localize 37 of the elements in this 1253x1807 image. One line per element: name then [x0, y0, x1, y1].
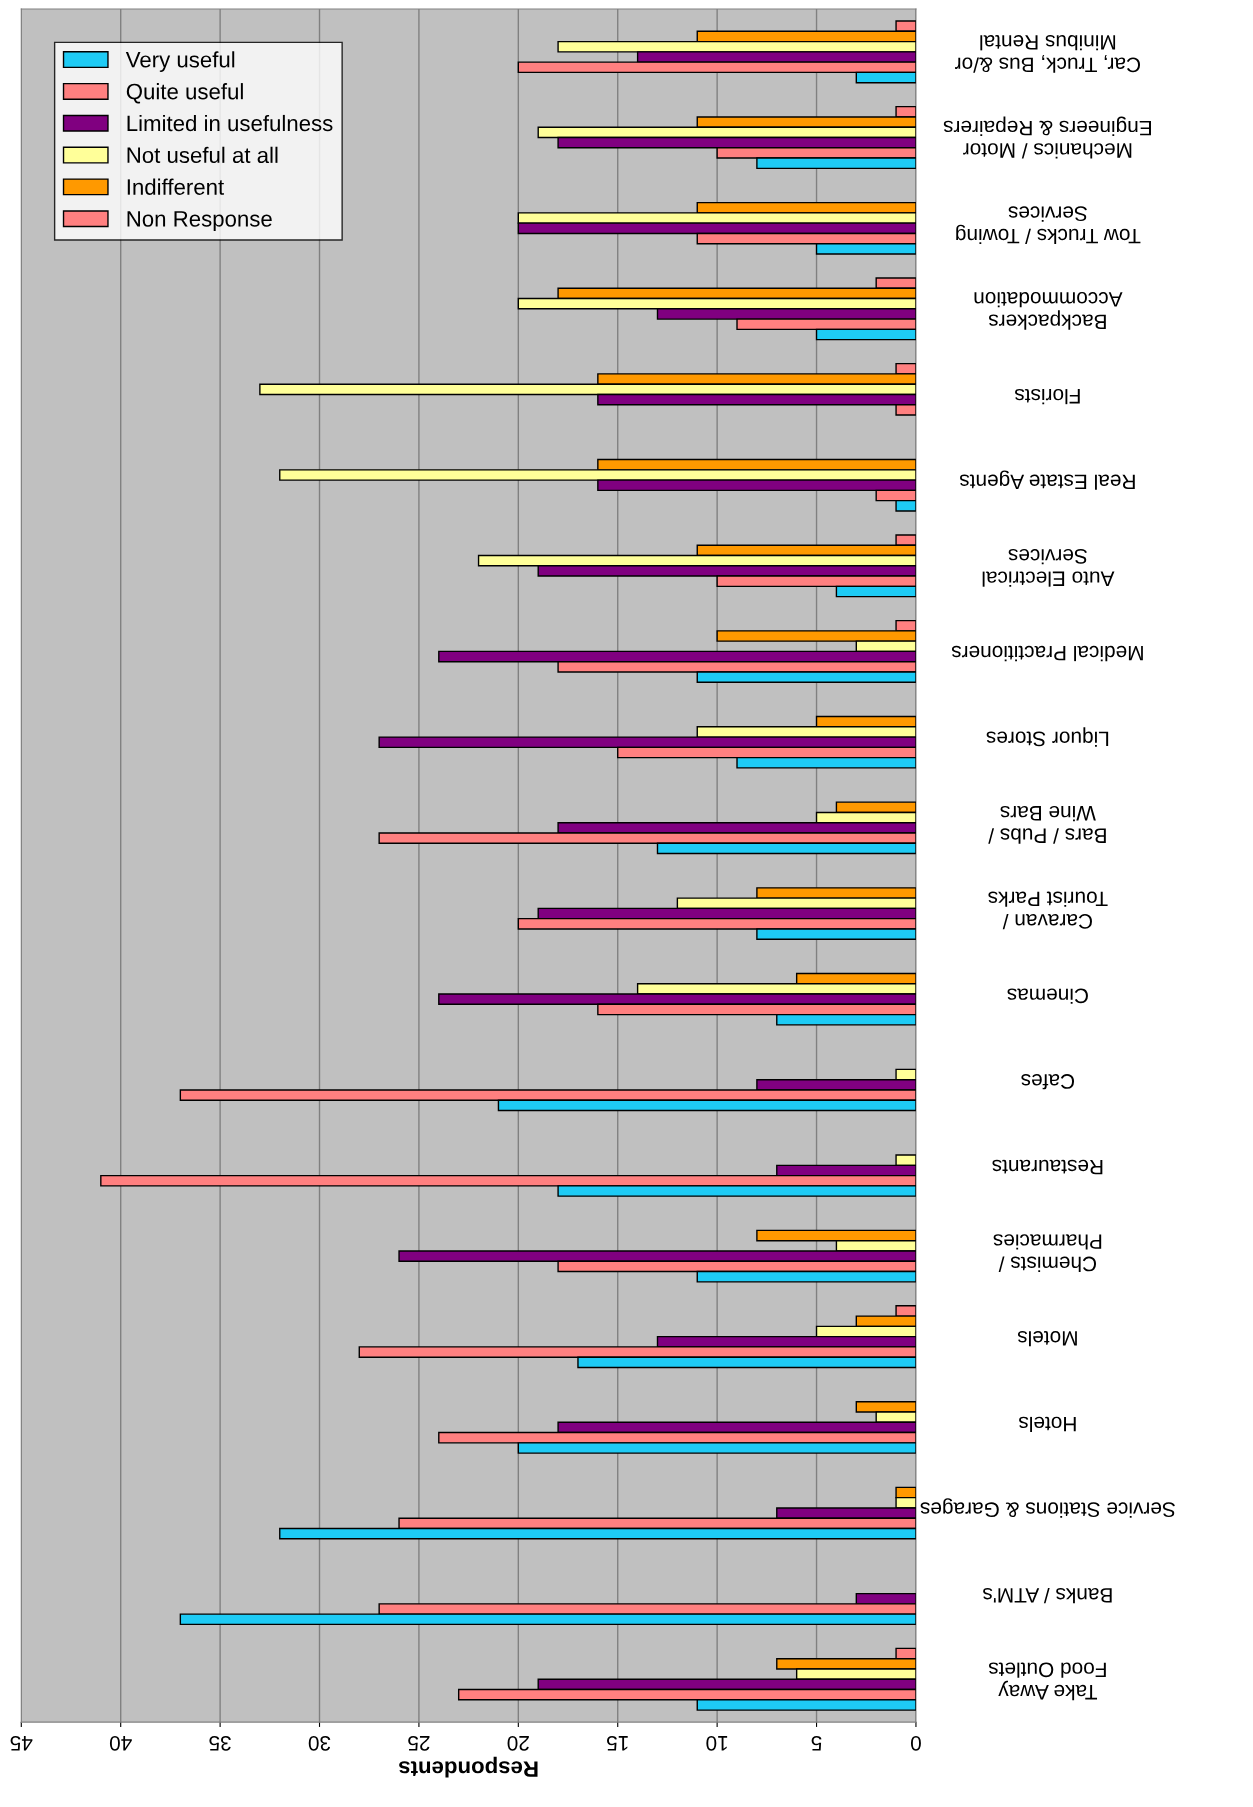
y-tick-label: Auto Electrical Services — [982, 548, 1115, 587]
y-tick-label: Cafes — [1021, 1074, 1075, 1090]
y-tick-label: Take Away Food Outlets — [989, 1662, 1106, 1701]
y-tick-label: Backpackers Accommodation — [974, 292, 1123, 330]
x-tick-label: 35 — [209, 1735, 231, 1751]
y-tick-label: Banks / ATM's — [983, 1588, 1112, 1604]
y-tick-label: Medical Practitioners — [951, 645, 1143, 662]
y-tick-label: Bars / Pubs / Wine Bars — [988, 805, 1106, 844]
y-tick-label: Hotels — [1019, 1416, 1076, 1432]
x-tick-label: 0 — [910, 1735, 921, 1751]
legend-label: Not useful at all — [127, 146, 278, 164]
legend-label: Very useful — [125, 51, 235, 72]
x-tick-label: 10 — [706, 1735, 728, 1751]
y-tick-label: Caravan / Tourist Parks — [988, 891, 1108, 930]
legend-label: Limited in usefulness — [127, 114, 333, 132]
y-tick-label: Motels — [1017, 1331, 1077, 1347]
y-tick-label: Restaurants — [992, 1159, 1103, 1175]
x-axis-title: Respondents — [399, 1756, 538, 1778]
y-tick-label: Chemists / Pharmacies — [993, 1234, 1102, 1272]
y-tick-label: Liquor Stores — [986, 727, 1109, 747]
y-tick-label: Service Stations & Garages — [920, 1498, 1175, 1518]
x-tick-label: 5 — [811, 1735, 822, 1751]
legend-label: Quite useful — [126, 83, 243, 104]
x-tick-label: 25 — [408, 1735, 430, 1751]
x-tick-label: 15 — [607, 1735, 628, 1751]
y-tick-label: Cinemas — [1007, 988, 1088, 1004]
y-tick-label: Car, Truck, Bus &/or Minibus Rental — [955, 35, 1141, 73]
y-tick-label: Mechanics / Motor Engineers & Repairers — [943, 116, 1151, 159]
y-tick-label: Tow Trucks / Towing Services — [956, 206, 1141, 245]
y-tick-label: Florists — [1015, 388, 1080, 405]
legend-label: Non Response — [127, 211, 272, 232]
x-tick-label: 30 — [308, 1735, 331, 1751]
x-tick-label: 20 — [507, 1735, 529, 1751]
x-tick-label: 40 — [109, 1735, 132, 1751]
x-tick-label: 45 — [10, 1735, 33, 1751]
legend-label: Indifferent — [127, 178, 225, 195]
y-tick-label: Real Estate Agents — [960, 470, 1135, 490]
